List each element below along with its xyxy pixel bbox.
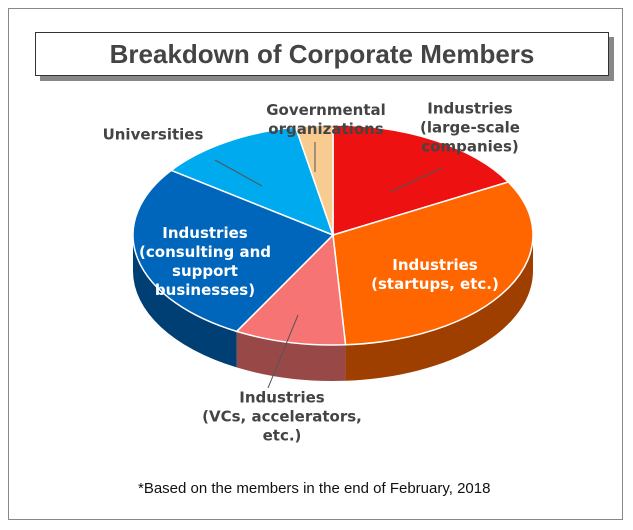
slice: [235, 233, 347, 346]
slice-label: Industries (startups, etc.): [371, 256, 499, 293]
slice: [332, 181, 534, 346]
slice-side: [345, 235, 533, 381]
slice-label: Industries (consulting and support busin…: [139, 224, 271, 299]
footnote: *Based on the members in the end of Febr…: [138, 480, 491, 497]
leader-line: [214, 159, 263, 187]
leader-line: [389, 167, 443, 193]
slice: [132, 169, 335, 333]
slice-label: Governmental organizations: [266, 101, 386, 138]
slice: [332, 124, 510, 237]
slice-side: [236, 331, 346, 381]
leader-line: [267, 314, 299, 389]
frame: [8, 8, 623, 520]
slice-label: Industries (large-scale companies): [420, 99, 520, 156]
slice: [294, 124, 334, 236]
chart-title: Breakdown of Corporate Members: [35, 32, 609, 76]
slice-label: Industries (VCs, accelerators, etc.): [202, 388, 362, 445]
slice-label: Universities: [102, 125, 204, 144]
slice-side: [133, 235, 237, 368]
